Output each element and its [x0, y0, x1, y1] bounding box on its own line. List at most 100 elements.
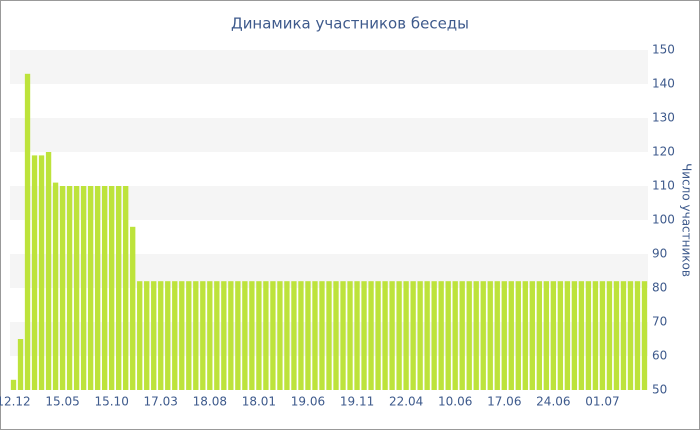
y-axis-label: Число участников	[680, 163, 694, 277]
bar	[417, 281, 423, 390]
bar	[529, 281, 535, 390]
x-tick-label: 22.04	[389, 395, 423, 409]
bar	[256, 281, 262, 390]
y-tick-label: 90	[652, 247, 667, 261]
bar	[298, 281, 304, 390]
bar	[24, 73, 31, 391]
bar	[73, 186, 80, 390]
bar	[431, 281, 437, 390]
bar	[66, 186, 73, 390]
bar	[123, 186, 129, 390]
bar	[108, 186, 115, 390]
bar	[585, 281, 592, 390]
bar	[270, 281, 276, 390]
bar	[599, 281, 606, 390]
bar	[494, 281, 500, 390]
bar	[487, 281, 493, 390]
bar	[59, 186, 66, 390]
bar	[319, 281, 325, 390]
bar	[291, 281, 297, 390]
x-tick-label: 15.05	[45, 395, 79, 409]
bar	[52, 182, 59, 390]
bar	[228, 281, 234, 390]
bar	[193, 281, 199, 390]
bar	[326, 281, 332, 390]
bar	[347, 281, 353, 390]
bar	[31, 155, 38, 390]
bar	[508, 281, 514, 390]
bar	[480, 281, 486, 390]
bar	[410, 281, 416, 390]
x-tick-label: 15.10	[94, 395, 128, 409]
bar	[627, 281, 634, 390]
bar	[557, 281, 564, 390]
bar	[45, 152, 52, 390]
bar	[459, 281, 465, 390]
x-tick-label: 24.06	[536, 395, 570, 409]
bar	[361, 281, 367, 390]
bar	[340, 281, 346, 390]
bar	[550, 281, 557, 390]
bar	[564, 281, 571, 390]
bar	[200, 281, 206, 390]
bar	[403, 281, 409, 390]
bar	[501, 281, 507, 390]
y-tick-label: 80	[652, 281, 667, 295]
bar	[522, 281, 528, 390]
bar	[158, 281, 164, 390]
bar	[424, 281, 430, 390]
bar	[235, 281, 241, 390]
bar	[515, 281, 521, 390]
bar	[354, 281, 360, 390]
bar	[277, 281, 283, 390]
bar	[94, 186, 101, 390]
y-tick-label: 50	[652, 383, 667, 397]
bar	[17, 339, 24, 390]
bar	[466, 281, 472, 390]
x-tick-label: 17.03	[144, 395, 178, 409]
bar	[473, 281, 479, 390]
y-tick-label: 60	[652, 349, 667, 363]
bar	[641, 281, 648, 390]
bar	[242, 281, 248, 390]
bar	[592, 281, 599, 390]
bar	[389, 281, 395, 390]
bar	[249, 281, 255, 390]
y-tick-label: 140	[652, 77, 675, 91]
bar	[186, 281, 192, 390]
bar	[116, 186, 122, 390]
bar	[214, 281, 220, 390]
bar	[38, 155, 45, 390]
x-tick-label: 18.01	[242, 395, 276, 409]
chart-title: Динамика участников беседы	[231, 15, 469, 33]
x-tick-label: 12.12	[0, 395, 31, 409]
x-tick-label: 18.08	[193, 395, 227, 409]
y-tick-label: 70	[652, 315, 667, 329]
bar	[80, 186, 87, 390]
bar	[165, 281, 171, 390]
bar	[375, 281, 381, 390]
bar	[101, 186, 108, 390]
bar	[312, 281, 318, 390]
y-tick-label: 120	[652, 145, 675, 159]
bar	[438, 281, 444, 390]
bar	[578, 281, 585, 390]
bar	[396, 281, 402, 390]
bar	[606, 281, 613, 390]
bar	[368, 281, 374, 390]
bar	[571, 281, 578, 390]
bar	[137, 281, 143, 390]
bar	[333, 281, 339, 390]
x-tick-label: 19.06	[291, 395, 325, 409]
x-tick-label: 19.11	[340, 395, 374, 409]
bar	[151, 281, 157, 390]
bar	[284, 281, 290, 390]
grid-band	[10, 50, 648, 84]
y-tick-label: 100	[652, 213, 675, 227]
bar	[543, 281, 550, 390]
bar	[382, 281, 388, 390]
x-tick-label: 17.06	[487, 395, 521, 409]
bar	[445, 281, 451, 390]
bar	[207, 281, 213, 390]
